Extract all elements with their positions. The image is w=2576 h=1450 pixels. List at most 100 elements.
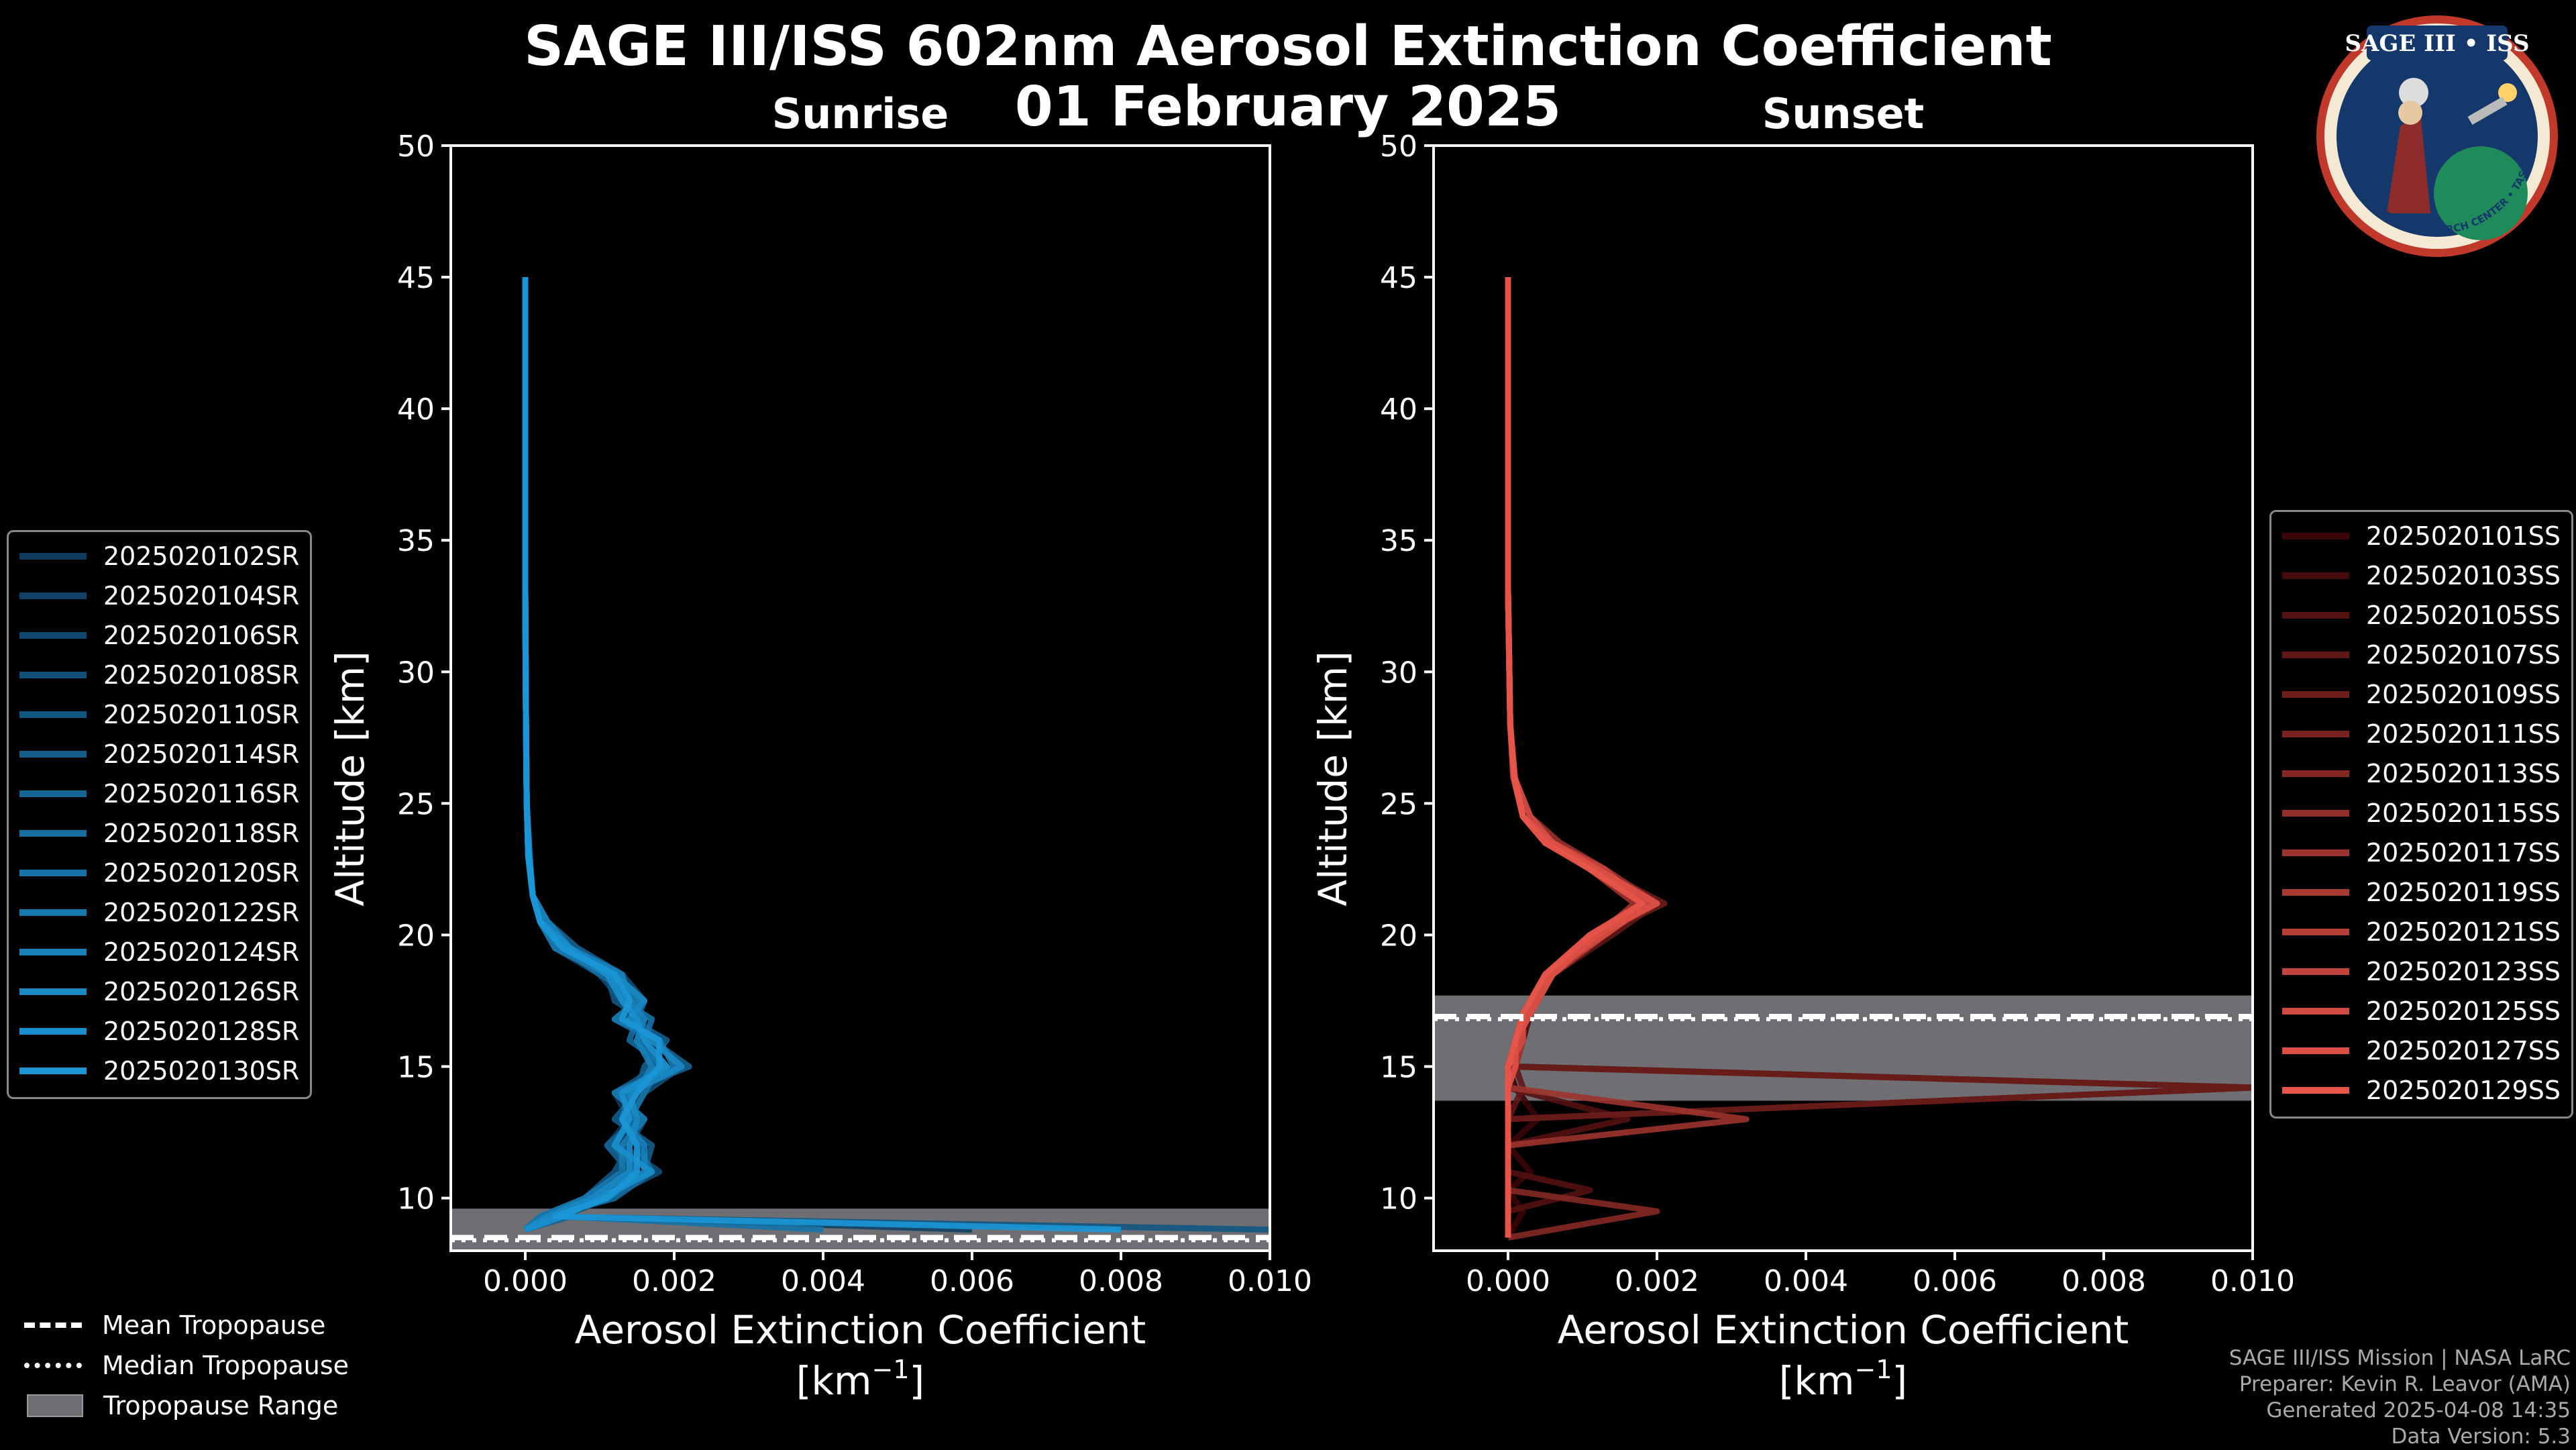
x-tick-label: 0.002 bbox=[632, 1264, 716, 1298]
legend-item: 2025020105SS bbox=[2277, 595, 2561, 635]
credit-line: Preparer: Kevin R. Leavor (AMA) bbox=[2239, 1372, 2571, 1396]
x-tick-label: 0.008 bbox=[1079, 1264, 1163, 1298]
iss-station-icon bbox=[2467, 96, 2508, 125]
legend-label: 2025020115SS bbox=[2366, 798, 2561, 828]
plot-frame bbox=[449, 144, 1271, 1252]
legend-item: 2025020103SS bbox=[2277, 556, 2561, 595]
credit-line: SAGE III/ISS Mission | NASA LaRC bbox=[2229, 1346, 2571, 1370]
legend-item: 2025020117SS bbox=[2277, 833, 2561, 872]
x-tick-label: 0.010 bbox=[2210, 1264, 2295, 1298]
x-tick-label: 0.010 bbox=[1228, 1264, 1312, 1298]
y-tick-label: 30 bbox=[1380, 656, 1417, 690]
sunrise-legend: 2025020102SR 2025020104SR 2025020106SR 2025… bbox=[7, 530, 313, 1099]
legend-label: 2025020125SS bbox=[2366, 996, 2561, 1026]
legend-swatch bbox=[2282, 532, 2349, 539]
legend-label: 2025020102SR bbox=[103, 541, 300, 571]
legend-item: 2025020110SR bbox=[14, 694, 299, 734]
legend-label: 2025020105SS bbox=[2366, 600, 2561, 630]
legend-tropopause-range: Tropopause Range bbox=[15, 1386, 349, 1426]
legend-swatch bbox=[2282, 849, 2349, 856]
legend-item: 2025020102SR bbox=[14, 536, 299, 576]
sage-iii-iss-mission-logo: SAGE III • ISS BALL • NASA LANGLEY RESEA… bbox=[2313, 12, 2558, 257]
legend-swatch bbox=[19, 631, 87, 639]
legend-label: 2025020114SR bbox=[103, 739, 300, 769]
legend-label: 2025020111SS bbox=[2366, 719, 2561, 749]
y-tick-label: 25 bbox=[1380, 787, 1417, 821]
legend-item: 2025020125SS bbox=[2277, 991, 2561, 1031]
y-tick-label: 25 bbox=[397, 787, 435, 821]
x-axis-unit: [km−1] bbox=[796, 1355, 924, 1404]
legend-swatch bbox=[19, 592, 87, 599]
y-tick-label: 50 bbox=[1380, 130, 1417, 164]
series-line-2025020129SS bbox=[1505, 277, 1646, 1238]
legend-label: 2025020124SR bbox=[103, 937, 300, 967]
legend-label: 2025020118SR bbox=[103, 818, 300, 848]
plot-frame bbox=[1432, 144, 2254, 1252]
y-tick-label: 45 bbox=[397, 261, 435, 295]
legend-item: 2025020127SS bbox=[2277, 1031, 2561, 1070]
legend-label: 2025020106SR bbox=[103, 620, 300, 650]
x-tick-label: 0.004 bbox=[781, 1264, 865, 1298]
legend-label: 2025020117SS bbox=[2366, 837, 2561, 868]
legend-item: 2025020107SS bbox=[2277, 635, 2561, 674]
legend-label: 2025020103SS bbox=[2366, 560, 2561, 590]
x-axis-label: Aerosol Extinction Coefficient bbox=[1558, 1307, 2129, 1353]
legend-label: 2025020129SS bbox=[2366, 1075, 2561, 1105]
legend-item: 2025020123SS bbox=[2277, 951, 2561, 991]
legend-label: 2025020108SR bbox=[103, 660, 300, 690]
legend-label: 2025020126SR bbox=[103, 976, 300, 1006]
legend-swatch bbox=[2282, 928, 2349, 935]
legend-swatch bbox=[19, 790, 87, 797]
moon-icon bbox=[2399, 78, 2428, 107]
y-tick-label: 10 bbox=[1380, 1182, 1417, 1216]
legend-label: 2025020121SS bbox=[2366, 917, 2561, 947]
logo-title: SAGE III • ISS bbox=[2345, 30, 2529, 57]
dashed-line-icon bbox=[24, 1323, 82, 1328]
series-line-2025020130SR bbox=[522, 277, 1122, 1233]
x-axis-label: Aerosol Extinction Coefficient bbox=[575, 1307, 1146, 1353]
sunset-legend: 2025020101SS 2025020103SS 2025020105SS 2025… bbox=[2269, 510, 2574, 1119]
sunset-plot: 10 15 20 25 30 35 40 45 50 0.000 0.002 0.004 0.006 0.… bbox=[1310, 89, 2295, 1404]
legend-swatch bbox=[19, 909, 87, 916]
legend-item: 2025020108SR bbox=[14, 655, 299, 694]
series-line-2025020104SR bbox=[522, 277, 973, 1233]
legend-swatch bbox=[19, 829, 87, 837]
series-line-2025020120SR bbox=[522, 277, 824, 1233]
legend-swatch bbox=[2282, 651, 2349, 658]
x-tick-label: 0.006 bbox=[930, 1264, 1014, 1298]
legend-swatch bbox=[2282, 888, 2349, 896]
legend-swatch bbox=[2282, 690, 2349, 698]
y-tick-label: 50 bbox=[397, 130, 435, 164]
legend-swatch bbox=[19, 711, 87, 718]
legend-item: 2025020101SS bbox=[2277, 516, 2561, 556]
earth-icon bbox=[2434, 146, 2528, 240]
y-tick-label: 40 bbox=[1380, 393, 1417, 427]
legend-swatch bbox=[19, 750, 87, 758]
credits: SAGE III/ISS Mission | NASA LaRC Prepare… bbox=[2229, 1345, 2571, 1450]
series-lines bbox=[1505, 277, 2253, 1241]
sage-head-icon bbox=[2398, 101, 2422, 125]
legend-label: Mean Tropopause bbox=[102, 1310, 326, 1340]
legend-swatch bbox=[19, 552, 87, 560]
legend-item: 2025020120SR bbox=[14, 853, 299, 892]
x-tick-label: 0.008 bbox=[2061, 1264, 2146, 1298]
legend-mean-tropopause: Mean Tropopause bbox=[15, 1305, 349, 1345]
legend-swatch bbox=[19, 671, 87, 678]
legend-item: 2025020124SR bbox=[14, 932, 299, 972]
legend-label: 2025020107SS bbox=[2366, 639, 2561, 670]
y-tick-label: 20 bbox=[1380, 919, 1417, 953]
sunrise-plot: 10 15 20 25 30 35 40 45 50 0.000 0.002 0.004 0.006 0.… bbox=[327, 89, 1312, 1404]
chart-title: SAGE III/ISS 602nm Aerosol Extinction Co… bbox=[524, 15, 2052, 79]
x-tick-label: 0.002 bbox=[1615, 1264, 1699, 1298]
legend-item: 2025020129SS bbox=[2277, 1070, 2561, 1110]
x-tick-label: 0.006 bbox=[1913, 1264, 1997, 1298]
series-line-2025020116SR bbox=[522, 277, 692, 1233]
y-axis-label: Altitude [km] bbox=[327, 651, 373, 906]
series-line-2025020108SR bbox=[522, 277, 685, 1233]
chart-date: 01 February 2025 bbox=[1014, 75, 1562, 139]
legend-label: 2025020122SR bbox=[103, 897, 300, 927]
y-tick-label: 35 bbox=[397, 524, 435, 558]
range-box-icon bbox=[27, 1394, 83, 1417]
logo-banner bbox=[2367, 25, 2508, 60]
